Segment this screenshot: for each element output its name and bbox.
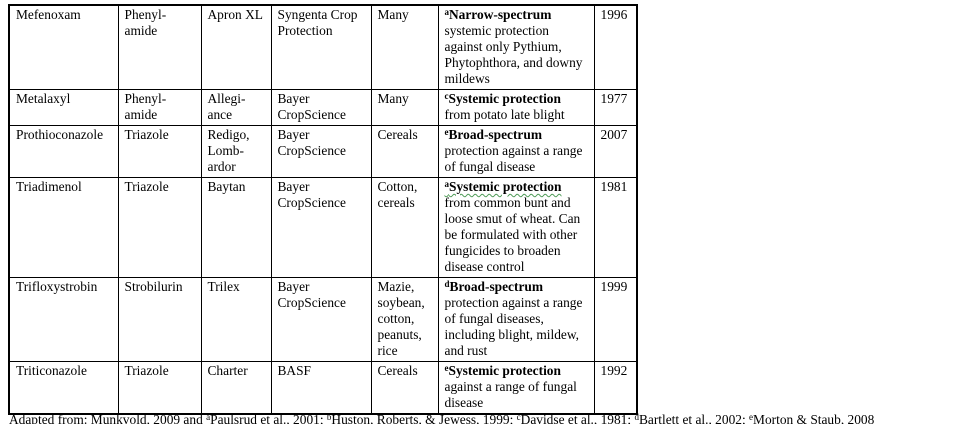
- reference-e: Morton & Staub, 2008: [753, 412, 875, 424]
- description-lead: dBroad-spectrum: [444, 279, 544, 294]
- cell-year: 1996: [593, 4, 638, 90]
- cell-trade-name: Allegi-ance: [200, 89, 272, 126]
- fungicide-table: Mefenoxam Phenyl-amide Apron XL Syngenta…: [8, 4, 638, 415]
- cell-year: 1999: [593, 277, 638, 362]
- cell-year: 1981: [593, 177, 638, 278]
- footnote-marker: a: [444, 179, 450, 189]
- cell-trade-name: Baytan: [200, 177, 272, 278]
- cell-chemical-class: Phenyl-amide: [117, 89, 202, 126]
- cell-fungicide: Prothioconazole: [8, 125, 119, 178]
- cell-company: BASF: [270, 361, 372, 415]
- cell-year: 1992: [593, 361, 638, 415]
- reference-c: Davidse et al., 1981;: [520, 412, 635, 424]
- description-lead: eBroad-spectrum: [444, 127, 542, 142]
- cell-company: Syngenta Crop Protection: [270, 4, 372, 90]
- footnote-marker: c: [444, 91, 449, 101]
- table-row: Prothioconazole Triazole Redigo, Lomb-ar…: [8, 125, 638, 178]
- cell-crops: Cereals: [370, 361, 439, 415]
- cell-crops: Mazie, soybean, cotton, peanuts, rice: [370, 277, 439, 362]
- cell-company: Bayer CropScience: [270, 125, 372, 178]
- cell-chemical-class: Strobilurin: [117, 277, 202, 362]
- cell-trade-name: Charter: [200, 361, 272, 415]
- cell-description: aNarrow-spectrum systemic protection aga…: [437, 4, 595, 90]
- cell-crops: Many: [370, 4, 439, 90]
- footnote-marker: a: [444, 7, 450, 17]
- cell-description: eBroad-spectrum protection against a ran…: [437, 125, 595, 178]
- cell-chemical-class: Triazole: [117, 361, 202, 415]
- footnote-marker: e: [444, 363, 449, 373]
- table-row: Trifloxystrobin Strobilurin Trilex Bayer…: [8, 277, 638, 362]
- cell-description: aSystemic protection from common bunt an…: [437, 177, 595, 278]
- description-lead: aSystemic protection: [444, 179, 562, 194]
- footnote-marker: d: [444, 279, 450, 289]
- cell-description: dBroad-spectrum protection against a ran…: [437, 277, 595, 362]
- footnote-marker-c: c: [516, 412, 521, 423]
- cell-fungicide: Trifloxystrobin: [8, 277, 119, 362]
- cell-chemical-class: Triazole: [117, 125, 202, 178]
- description-body: from potato late blight: [444, 107, 565, 122]
- footnote-marker: e: [444, 127, 449, 137]
- reference-a: Paulsrud et al., 2001;: [210, 412, 327, 424]
- cell-chemical-class: Phenyl-amide: [117, 4, 202, 90]
- reference-b: Huston, Roberts, & Jewess, 1999;: [331, 412, 517, 424]
- cell-trade-name: Apron XL: [200, 4, 272, 90]
- description-lead: eSystemic protection: [444, 363, 561, 378]
- cell-fungicide: Triadimenol: [8, 177, 119, 278]
- cell-description: eSystemic protection against a range of …: [437, 361, 595, 415]
- description-body: protection against a range of fungal dis…: [444, 143, 583, 174]
- table-row: Triadimenol Triazole Baytan Bayer CropSc…: [8, 177, 638, 278]
- footnote-marker-d: d: [634, 412, 639, 423]
- cell-chemical-class: Triazole: [117, 177, 202, 278]
- description-body: systemic protection against only Pythium…: [444, 23, 583, 86]
- cell-trade-name: Redigo, Lomb-ardor: [200, 125, 272, 178]
- cell-year: 1977: [593, 89, 638, 126]
- cell-fungicide: Mefenoxam: [8, 4, 119, 90]
- description-lead: aNarrow-spectrum: [444, 7, 552, 22]
- description-body: against a range of fungal disease: [444, 379, 577, 410]
- source-note: Adapted from: Munkvold, 2009 and aPaulsr…: [9, 411, 959, 424]
- cell-crops: Cotton, cereals: [370, 177, 439, 278]
- footnote-marker-e: e: [749, 412, 754, 423]
- cell-fungicide: Triticonazole: [8, 361, 119, 415]
- source-note-lead: Adapted from: Munkvold, 2009 and: [9, 412, 207, 424]
- description-body: protection against a range of fungal dis…: [444, 295, 583, 358]
- cell-fungicide: Metalaxyl: [8, 89, 119, 126]
- cell-company: Bayer CropScience: [270, 277, 372, 362]
- description-lead: cSystemic protection: [444, 91, 561, 106]
- cell-crops: Cereals: [370, 125, 439, 178]
- cell-crops: Many: [370, 89, 439, 126]
- table-row: Triticonazole Triazole Charter BASF Cere…: [8, 361, 638, 415]
- footnote-marker-a: a: [206, 412, 211, 423]
- footnote-marker-b: b: [326, 412, 332, 423]
- cell-year: 2007: [593, 125, 638, 178]
- cell-company: Bayer CropScience: [270, 177, 372, 278]
- description-body: from common bunt and loose smut of wheat…: [444, 195, 581, 274]
- cell-trade-name: Trilex: [200, 277, 272, 362]
- table-row: Metalaxyl Phenyl-amide Allegi-ance Bayer…: [8, 89, 638, 126]
- table-row: Mefenoxam Phenyl-amide Apron XL Syngenta…: [8, 4, 638, 90]
- cell-description: cSystemic protection from potato late bl…: [437, 89, 595, 126]
- cell-company: Bayer CropScience: [270, 89, 372, 126]
- reference-d: Bartlett et al., 2002;: [638, 412, 750, 424]
